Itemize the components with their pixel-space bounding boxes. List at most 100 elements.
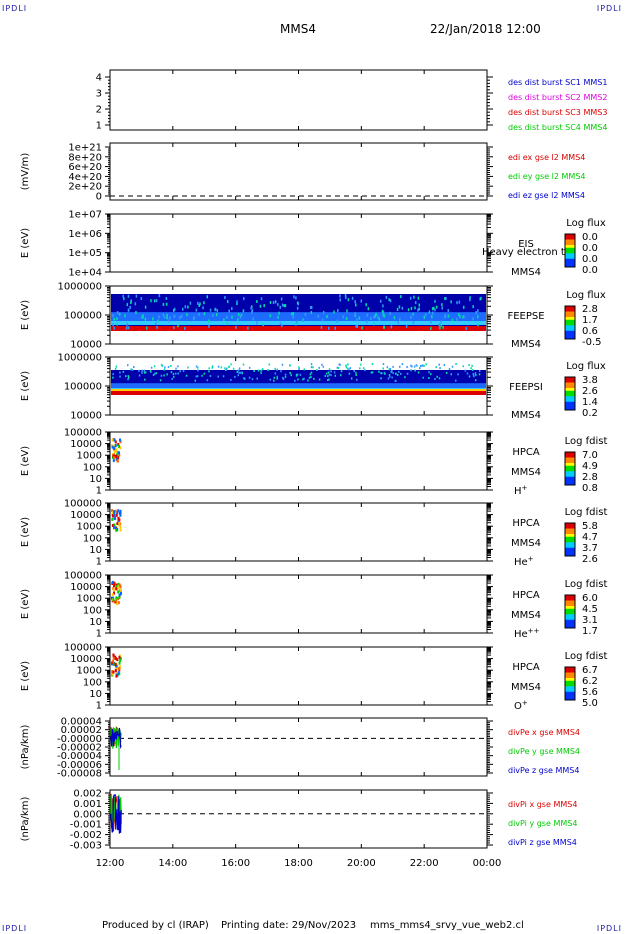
spectrogram-pixel [337,308,339,312]
spectrogram-pixel [115,585,118,589]
y-tick-label: -0.002 [70,830,102,841]
species-name: He [514,557,528,568]
spectrogram-pixel [114,367,117,370]
spectrogram-pixel [296,306,299,310]
spectrogram-pixel [434,378,436,381]
spectrogram-pixel [144,378,146,381]
spectrogram-pixel [115,365,118,368]
spectrogram-pixel [117,601,120,605]
colorbar-segment [565,545,575,549]
spectrogram-pixel [116,459,119,463]
y-tick-label: -0.00006 [57,760,102,771]
spectrogram-pixel [242,363,245,366]
spectrogram-pixel [378,370,380,373]
spectrogram-pixel [177,372,180,375]
spectrogram-pixel [114,440,117,444]
spacecraft-label: MMS4 [511,610,541,621]
colorbar-segment [565,479,575,483]
spectrogram-pixel [458,300,461,304]
spectrogram-pixel [112,376,114,379]
colorbar-segment [565,542,575,546]
spectrogram-pixel [295,322,297,326]
spectrogram-pixel [386,366,389,369]
spectrogram-pixel [111,517,114,521]
spectrogram-pixel [226,367,228,370]
spectrogram-pixel [340,374,342,377]
spectrogram-pixel [474,372,477,375]
spectrogram-pixel [114,669,117,673]
colorbar-tick-label: 7.0 [582,450,598,461]
spectrogram-pixel [165,296,168,300]
spectrogram-pixel [113,317,115,321]
panel-frame [109,574,488,634]
spectrogram-pixel [155,299,158,303]
spectrogram-pixel [217,375,219,378]
spectrogram-pixel [348,372,351,375]
colorbar-segment [565,452,575,456]
spectrogram-pixel [447,309,450,313]
spectrogram-pixel [124,314,126,318]
y-tick-label: -0.003 [70,841,102,852]
colorbar-segment [565,256,575,260]
spectrogram-pixel [375,312,377,316]
spectrogram-pixel [211,366,213,369]
spectrogram-pixel [359,363,362,366]
instrument-label: HPCA [512,590,540,601]
colorbar-title: Log fdist [565,436,608,447]
spectrogram-pixel [469,298,471,302]
colorbar-segment [565,314,575,318]
spectrogram-pixel [423,364,425,367]
spectrogram-pixel [119,440,122,444]
x-tick-label: 22:00 [410,858,439,869]
spectrogram-pixel [216,313,218,317]
spectrogram-pixel [382,363,385,366]
spectrogram-pixel [198,303,200,307]
colorbar-segment [565,388,575,392]
colorbar-segment [565,534,575,538]
legend-entry: divPe y gse MMS4 [508,747,580,756]
panel-frame [109,789,488,849]
y-tick-label: 10 [89,474,102,485]
spectrogram-pixel [438,323,440,327]
spectrogram-pixel [327,371,330,374]
spectrogram-pixel [371,371,374,374]
spectrogram-pixel [235,325,237,329]
spectrogram-pixel [111,661,114,665]
spectrogram-pixel [366,313,369,317]
spectrogram-pixel [436,375,438,378]
spectrogram-pixel [115,599,118,603]
spectrogram-pixel [349,367,352,370]
panel-divpe: -0.00008-0.00006-0.00004-0.00002-0.00000… [20,717,580,780]
colorbar-segment [565,622,575,626]
colorbar-segment [565,401,575,405]
colorbar-tick-label: 2.6 [582,386,598,397]
spectrogram-pixel [339,294,341,298]
spectrogram-pixel [420,364,422,367]
spectrogram-pixel [160,363,163,366]
colorbar-frame [564,451,576,486]
colorbar-segment [565,625,575,629]
spectrogram-pixel [274,367,276,370]
spectrogram-pixel [410,315,412,319]
spectrogram-pixel [373,322,375,326]
spectrogram-pixel [450,300,452,304]
spectrogram-pixel [337,366,340,369]
panel-frame [109,142,488,201]
y-tick-label: 0.00002 [61,725,102,736]
spectrogram-pixel [126,303,129,307]
colorbar-segment [565,264,575,268]
colorbar-segment [565,553,575,557]
spectrogram-pixel [114,663,117,667]
footer-printing-date: Printing date: 29/Nov/2023 [221,920,357,931]
spectrogram-pixel [238,371,240,374]
spectrogram-pixel [118,312,121,316]
spectrogram-pixel [226,300,229,304]
spectrogram-pixel [463,315,465,319]
spectrogram-pixel [208,319,210,323]
spectrogram-pixel [299,373,302,376]
x-tick-label: 12:00 [96,858,125,869]
legend-entry: divPi z gse MMS4 [508,838,577,847]
spectrogram-pixel [269,378,272,381]
colorbar-segment [565,550,575,554]
